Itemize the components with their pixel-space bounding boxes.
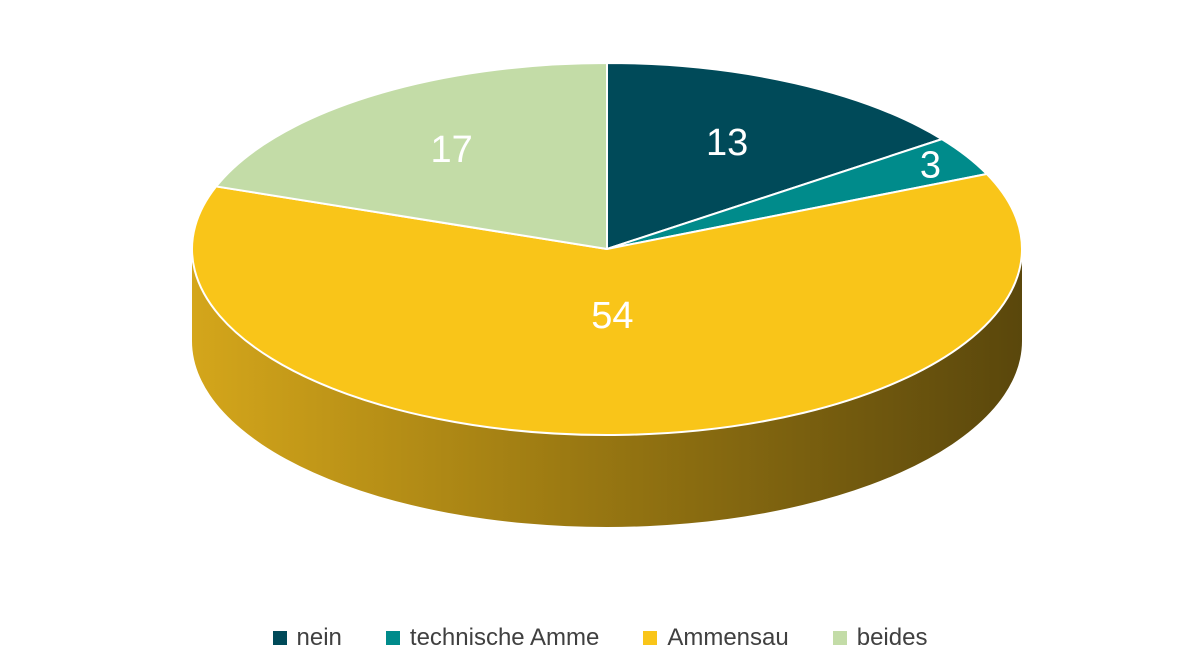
legend-item: Ammensau: [643, 624, 789, 652]
pie-data-labels: 13 3 54 17: [430, 122, 941, 337]
pie-slice-ammensau: [191, 172, 1023, 436]
pie-side-ammensau: [192, 249, 1022, 527]
legend-label: Ammensau: [667, 624, 789, 651]
legend-label: beides: [856, 624, 928, 651]
legend-item: beides: [832, 624, 928, 652]
pie-slice-beides: [215, 62, 608, 250]
data-label-beides: 17: [430, 129, 472, 171]
data-label-nein: 13: [706, 122, 748, 164]
legend-label: nein: [296, 624, 342, 651]
pie-top: [191, 62, 1023, 436]
legend-swatch: [832, 631, 847, 645]
legend-label: technische Amme: [409, 624, 600, 651]
legend-item: nein: [272, 624, 342, 652]
legend-swatch: [643, 631, 658, 645]
legend-item: technische Amme: [385, 624, 600, 652]
legend: nein technische Amme Ammensau beides: [0, 618, 1200, 658]
data-label-ammensau: 54: [591, 295, 633, 337]
legend-swatch: [385, 631, 400, 645]
legend-swatch: [272, 631, 287, 645]
pie-slice-nein: [606, 62, 943, 250]
data-label-technische-amme: 3: [920, 144, 941, 186]
pie-side-walls: [192, 249, 1022, 527]
